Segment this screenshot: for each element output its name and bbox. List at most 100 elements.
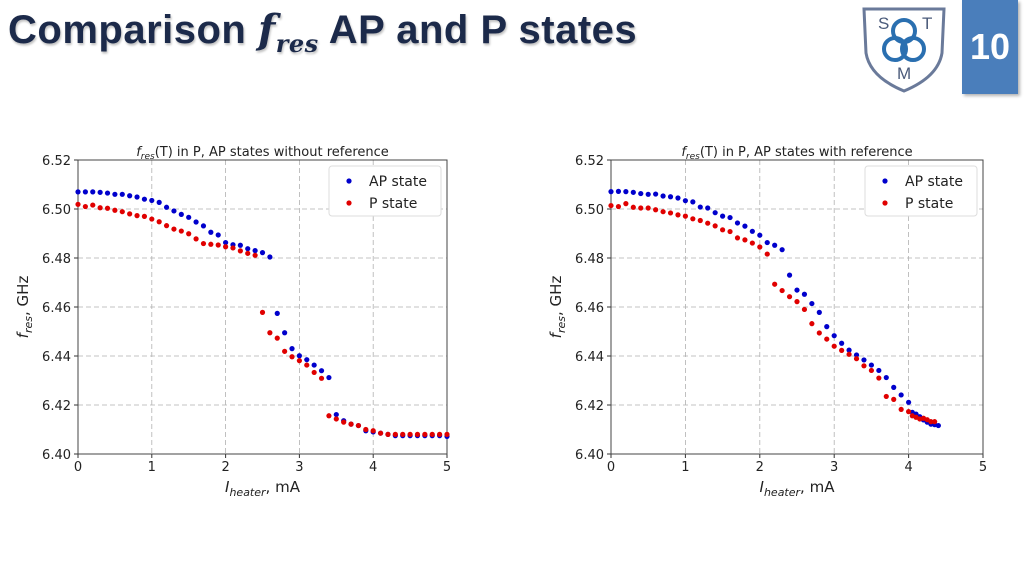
p-state-point xyxy=(245,250,251,256)
ap-state-point xyxy=(75,189,81,195)
x-axis-label: Iheater, mA xyxy=(225,478,301,499)
ap-state-point xyxy=(794,287,800,293)
p-state-point xyxy=(186,231,192,237)
p-state-point xyxy=(853,356,860,362)
p-state-point xyxy=(749,240,755,246)
x-tick-label: 3 xyxy=(295,460,303,475)
ap-state-point xyxy=(333,411,339,418)
p-state-point xyxy=(178,228,184,234)
ap-state-point xyxy=(252,248,258,254)
p-state-point xyxy=(831,343,837,349)
ap-state-point xyxy=(630,189,636,195)
ap-state-point xyxy=(712,210,718,216)
ap-state-point xyxy=(608,189,614,195)
title-text: Comparison xyxy=(8,8,258,52)
slide-title: Comparison fres AP and P states xyxy=(8,6,637,58)
ap-state-point xyxy=(311,362,317,368)
y-axis-label: fres, GHz xyxy=(14,276,35,339)
ap-state-point xyxy=(839,340,845,346)
p-state-point xyxy=(906,409,912,415)
x-tick-label: 5 xyxy=(443,460,451,475)
p-state-point xyxy=(341,419,347,425)
ap-state-point xyxy=(141,196,148,202)
ap-state-point xyxy=(186,214,192,220)
p-state-point xyxy=(223,244,229,250)
p-state-point xyxy=(127,211,133,217)
x-tick-label: 5 xyxy=(979,460,987,475)
ap-state-point xyxy=(119,191,125,197)
y-label-sub: res xyxy=(555,316,568,333)
ap-state-point xyxy=(801,291,808,297)
p-state-point xyxy=(429,431,435,437)
legend-label-ap: AP state xyxy=(369,174,427,190)
ap-state-point xyxy=(883,374,889,381)
p-state-point xyxy=(898,406,904,413)
ap-state-point xyxy=(876,367,882,374)
y-tick-label: 6.46 xyxy=(42,301,71,316)
p-state-point xyxy=(660,209,666,215)
p-state-point xyxy=(846,351,852,357)
p-state-point xyxy=(141,213,148,219)
stm-logo: S T M xyxy=(862,7,946,93)
y-tick-label: 6.40 xyxy=(575,448,604,463)
y-tick-label: 6.46 xyxy=(575,301,604,316)
chart-title: fres(T) in P, AP states with reference xyxy=(681,145,912,162)
y-label-main: f xyxy=(547,330,565,338)
ap-state-point xyxy=(104,190,111,196)
y-tick-label: 6.50 xyxy=(42,203,71,218)
ap-state-point xyxy=(304,357,310,363)
p-state-point xyxy=(630,204,636,210)
p-state-point xyxy=(779,287,785,294)
ap-state-point xyxy=(178,211,184,217)
chart-title-f: f xyxy=(681,145,688,160)
chart-without-reference: 0 1 2 3 4 56.406.426.446.466.486.506.52fres(T… xyxy=(14,145,451,499)
y-label-main: f xyxy=(14,330,32,338)
x-label-sub: heater xyxy=(764,486,802,499)
ap-state-point xyxy=(282,330,288,336)
p-state-point xyxy=(171,226,177,232)
y-tick-label: 6.50 xyxy=(575,203,604,218)
p-state-point xyxy=(385,431,391,437)
x-tick-label: 4 xyxy=(904,460,912,475)
p-state-point xyxy=(928,419,934,425)
legend-label-p: P state xyxy=(369,196,417,212)
p-state-point xyxy=(274,335,280,341)
ap-state-point xyxy=(653,191,659,197)
x-label-unit: , mA xyxy=(800,478,835,496)
p-state-point xyxy=(90,202,96,208)
ap-state-point xyxy=(720,213,726,219)
p-state-point xyxy=(400,431,406,437)
p-state-point xyxy=(363,426,369,433)
x-tick-label: 1 xyxy=(681,460,689,475)
p-state-point xyxy=(326,413,332,419)
ap-state-point xyxy=(660,193,666,199)
p-state-point xyxy=(727,228,733,235)
p-state-point xyxy=(623,201,629,207)
y-tick-label: 6.42 xyxy=(575,399,604,414)
ap-state-point xyxy=(786,272,793,278)
p-state-point xyxy=(82,203,88,210)
p-state-point xyxy=(682,213,688,219)
p-state-point xyxy=(407,431,413,437)
p-state-point xyxy=(392,431,398,437)
p-state-point xyxy=(615,203,622,210)
ap-state-point xyxy=(697,204,703,210)
y-axis-label: fres, GHz xyxy=(547,276,568,339)
p-state-point xyxy=(742,237,748,243)
ap-state-point xyxy=(816,309,822,315)
y-label-unit: , GHz xyxy=(547,276,565,316)
x-axis-label: Iheater, mA xyxy=(760,478,836,499)
title-text-end: AP and P states xyxy=(318,8,638,52)
p-state-point xyxy=(638,205,644,211)
y-label-sub: res xyxy=(22,316,35,333)
p-state-point xyxy=(422,431,428,437)
ap-state-point xyxy=(638,190,644,197)
p-state-point xyxy=(816,330,822,336)
x-label-main: I xyxy=(225,478,230,496)
ap-state-point xyxy=(82,189,88,195)
legend-box xyxy=(328,165,442,217)
p-state-point xyxy=(824,336,830,342)
ap-state-point xyxy=(868,362,874,368)
p-state-point xyxy=(437,431,443,437)
ap-state-point xyxy=(757,232,763,238)
